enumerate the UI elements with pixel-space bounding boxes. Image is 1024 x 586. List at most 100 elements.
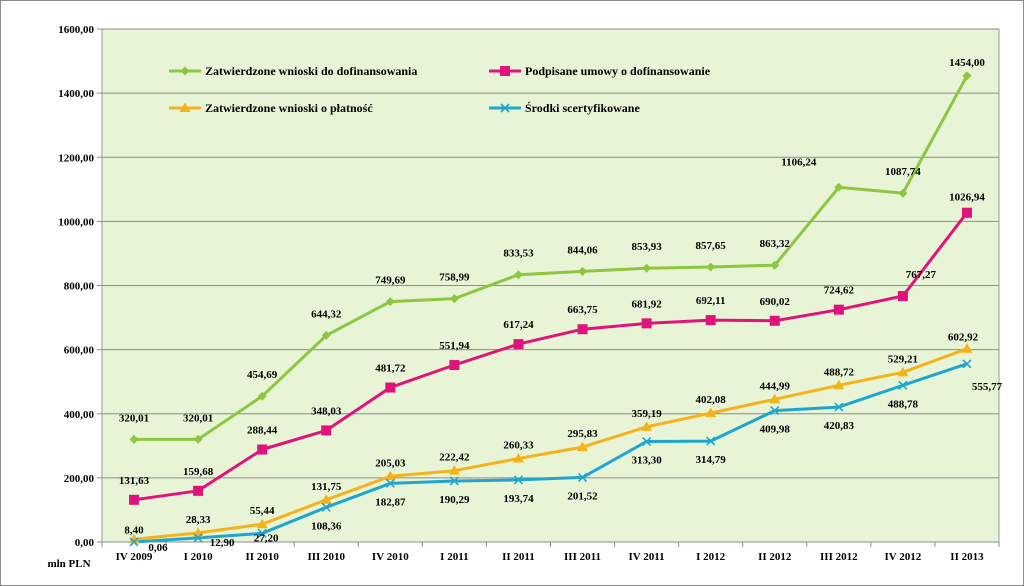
- legend-marker-certified-funds: [500, 103, 510, 113]
- data-label-certified-funds: 488,78: [888, 398, 919, 410]
- data-point-payment-requests: [769, 393, 781, 404]
- legend-label-signed-contracts: Podpisane umowy o dofinansowanie: [525, 64, 711, 78]
- data-point-signed-contracts: [193, 485, 204, 496]
- data-point-approved-applications: [706, 262, 716, 272]
- x-tick-label: IV 2011: [629, 551, 665, 563]
- y-tick-label: 600,00: [64, 345, 95, 357]
- data-point-signed-contracts: [577, 324, 588, 335]
- data-point-approved-applications: [898, 188, 908, 198]
- data-point-signed-contracts: [961, 207, 972, 218]
- legend-label-certified-funds: Środki scertyfikowane: [525, 101, 640, 115]
- data-point-certified-funds: [129, 537, 139, 547]
- data-label-certified-funds: 314,79: [696, 454, 727, 466]
- y-tick-label: 800,00: [64, 281, 95, 293]
- y-tick-label: 1400,00: [58, 88, 94, 100]
- data-label-signed-contracts: 1026,94: [949, 192, 985, 204]
- data-label-certified-funds: 27,20: [254, 532, 279, 544]
- data-label-payment-requests: 131,75: [311, 481, 342, 493]
- y-tick-label: 400,00: [64, 409, 95, 421]
- data-label-payment-requests: 402,08: [696, 394, 727, 406]
- data-point-approved-applications: [770, 260, 780, 270]
- x-tick-label: I 2012: [696, 551, 726, 563]
- data-point-signed-contracts: [641, 318, 652, 329]
- data-label-certified-funds: 0,06: [148, 542, 168, 554]
- data-label-approved-applications: 1087,74: [885, 166, 921, 178]
- data-point-payment-requests: [705, 407, 717, 418]
- data-point-approved-applications: [834, 182, 844, 192]
- x-tick-label: III 2011: [564, 551, 601, 563]
- data-point-certified-funds: [770, 405, 780, 416]
- data-point-signed-contracts: [705, 315, 716, 326]
- x-tick-label: III 2012: [820, 551, 858, 563]
- data-label-certified-funds: 190,29: [439, 494, 470, 506]
- data-point-certified-funds: [321, 502, 331, 512]
- data-label-signed-contracts: 288,44: [247, 425, 278, 437]
- data-point-certified-funds: [385, 478, 395, 488]
- data-point-approved-applications: [578, 266, 588, 276]
- x-tick-label: IV 2009: [116, 551, 153, 563]
- x-tick-label: IV 2010: [372, 551, 409, 563]
- data-label-certified-funds: 201,52: [567, 490, 598, 502]
- data-point-certified-funds: [577, 472, 588, 482]
- data-point-payment-requests: [833, 379, 845, 390]
- x-tick-label: I 2010: [184, 551, 214, 563]
- data-point-certified-funds: [898, 380, 908, 390]
- data-point-payment-requests: [256, 518, 268, 529]
- x-tick-label: II 2012: [758, 551, 792, 563]
- x-tick-label: II 2010: [246, 551, 280, 563]
- data-point-payment-requests: [512, 453, 524, 463]
- data-point-signed-contracts: [833, 304, 844, 315]
- y-tick-label: 1200,00: [58, 152, 94, 164]
- data-point-approved-applications: [962, 71, 972, 81]
- data-label-approved-applications: 863,32: [760, 238, 791, 250]
- data-label-approved-applications: 749,69: [375, 275, 406, 287]
- data-label-payment-requests: 28,33: [186, 514, 211, 526]
- data-point-payment-requests: [384, 470, 396, 481]
- data-point-signed-contracts: [513, 339, 524, 350]
- x-tick-label: II 2013: [950, 551, 984, 563]
- data-point-approved-applications: [321, 330, 331, 340]
- data-point-approved-applications: [129, 434, 139, 444]
- data-label-approved-applications: 833,53: [503, 248, 534, 260]
- data-label-approved-applications: 454,69: [247, 369, 278, 381]
- data-label-signed-contracts: 348,03: [311, 405, 342, 417]
- x-tick-label: IV 2012: [885, 551, 922, 563]
- data-label-approved-applications: 644,32: [311, 308, 342, 320]
- data-point-payment-requests: [641, 421, 653, 431]
- y-tick-label: 1600,00: [58, 24, 94, 36]
- data-label-approved-applications: 853,93: [631, 241, 662, 253]
- data-point-signed-contracts: [129, 494, 140, 505]
- data-label-approved-applications: 1454,00: [949, 57, 985, 69]
- legend-marker-payment-requests: [179, 102, 191, 112]
- series-line-signed-contracts: [133, 211, 969, 502]
- x-tick-label: III 2010: [307, 551, 345, 563]
- data-point-certified-funds: [257, 528, 267, 538]
- data-point-approved-applications: [449, 294, 459, 304]
- y-tick-label: 0,00: [75, 537, 95, 549]
- data-label-certified-funds: 193,74: [503, 493, 534, 505]
- data-label-signed-contracts: 690,02: [760, 296, 791, 308]
- data-label-signed-contracts: 617,24: [503, 319, 534, 331]
- data-label-signed-contracts: 131,63: [119, 475, 150, 487]
- data-label-certified-funds: 420,83: [824, 420, 855, 432]
- legend-label-approved-applications: Zatwierdzone wnioski do dofinansowania: [205, 64, 417, 78]
- data-label-signed-contracts: 692,11: [696, 295, 726, 307]
- data-point-approved-applications: [642, 263, 652, 273]
- data-point-payment-requests: [320, 494, 332, 504]
- data-point-signed-contracts: [449, 360, 460, 371]
- data-label-payment-requests: 602,92: [948, 332, 979, 344]
- data-label-certified-funds: 182,87: [375, 496, 406, 508]
- y-tick-label: 1000,00: [58, 216, 94, 228]
- data-point-payment-requests: [897, 366, 909, 377]
- data-point-approved-applications: [193, 434, 203, 444]
- data-point-certified-funds: [193, 533, 203, 543]
- y-tick-label: 200,00: [64, 473, 95, 485]
- series-line-certified-funds: [133, 362, 968, 544]
- data-label-payment-requests: 488,72: [824, 366, 855, 378]
- data-label-payment-requests: 295,83: [567, 428, 598, 440]
- x-tick-label: II 2011: [502, 551, 535, 563]
- data-point-certified-funds: [706, 436, 716, 446]
- data-label-signed-contracts: 481,72: [375, 363, 406, 375]
